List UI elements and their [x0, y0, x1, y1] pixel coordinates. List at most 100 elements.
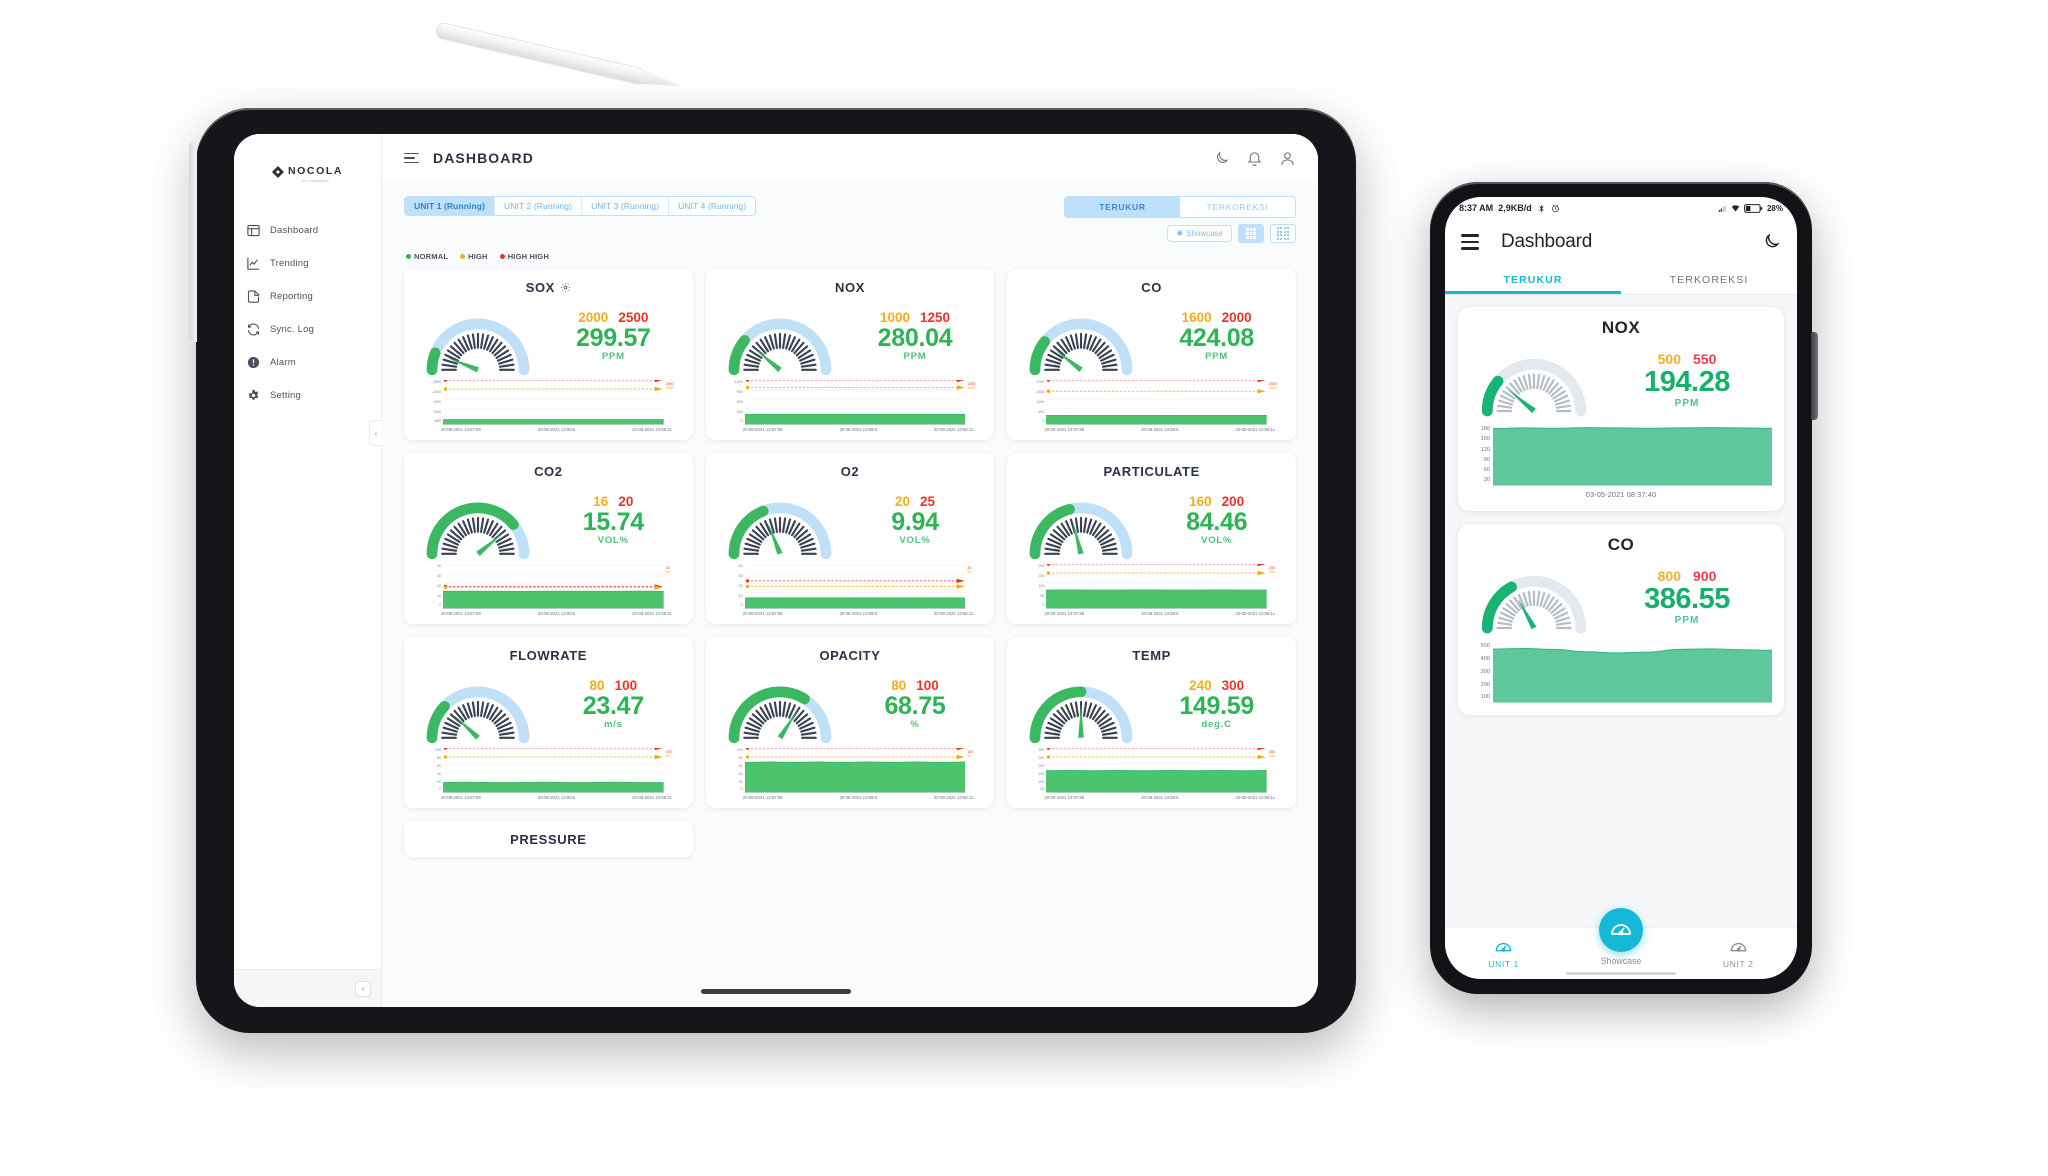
mini-ytick: 60	[738, 763, 743, 768]
phone-chart: 180 150 120 90 60 30	[1470, 426, 1772, 486]
sidebar-collapse-button[interactable]: ‹	[369, 420, 382, 446]
gauge-card-sox[interactable]: SOX 2000 2500 299.57 PPM 2500 2000 1500 100…	[404, 269, 693, 440]
sidebar: NOCOLA IOT INDONESIA Dashboard Trending	[234, 134, 382, 1007]
card-title: PRESSURE	[510, 832, 587, 847]
mini-ytick: 40	[738, 564, 743, 568]
threshold-values: 1600 2000	[1148, 310, 1285, 325]
threshold-values: 1000 1250	[847, 310, 984, 325]
menu-toggle-button[interactable]	[404, 152, 419, 164]
gauge-readout: 80 100 23.47 m/s	[545, 678, 682, 734]
gauge-card-particulate[interactable]: PARTICULATE 160 200 84.46 VOL% 200 150 100…	[1007, 453, 1296, 624]
phone-home-indicator	[1566, 972, 1676, 975]
mini-ytick: 2000	[1036, 380, 1045, 384]
unit-tab-3[interactable]: UNIT 3 (Running)	[582, 197, 670, 215]
mini-time-label: 20-08-2021 13:58:11	[933, 795, 974, 800]
phone-card-list[interactable]: NOX 500 550 194.28 PPM 180 150 120 90 60 30	[1445, 295, 1797, 927]
sidebar-item-dashboard[interactable]: Dashboard	[234, 214, 381, 247]
gauge-card-pressure[interactable]: PRESSURE	[404, 821, 693, 857]
mini-threshold-label: 16	[665, 570, 670, 575]
alarm-icon	[246, 355, 261, 370]
gauge-card-o2[interactable]: O2 20 25 9.94 VOL% 40 30 20 10 0	[705, 453, 995, 624]
phone-threshold-high: 500	[1657, 351, 1681, 368]
phone-menu-button[interactable]	[1461, 234, 1479, 250]
phone-ytick: 30	[1483, 477, 1490, 484]
mini-threshold-label: 2500	[665, 382, 674, 386]
sidebar-item-alarm[interactable]: Alarm	[234, 346, 381, 379]
sidebar-item-reporting[interactable]: Reporting	[234, 280, 381, 313]
mini-threshold-label: 240	[1268, 754, 1275, 759]
mini-chart: 1200 900 600 300 0 1250 1000 20-08-2021 13:57…	[717, 380, 984, 432]
mini-chart-yaxis: 2000 1500 1000 500 0	[1018, 380, 1044, 425]
gauge-card-nox[interactable]: NOX 1000 1250 280.04 PPM 1200 900 600 300 0	[705, 269, 995, 440]
status-legend: NORMAL HIGH HIGH HIGH	[404, 243, 1296, 261]
phone-gauge-card-co[interactable]: CO 800 900 386.55 PPM 500 400 300 200 100	[1458, 524, 1784, 715]
tab-terkoreksi[interactable]: TERKOREKSI	[1180, 197, 1295, 217]
tab-terukur[interactable]: TERUKUR	[1065, 197, 1180, 217]
threshold-high: 80	[589, 678, 605, 694]
phone-nav-unit-1[interactable]: UNIT 1	[1445, 938, 1562, 969]
unit-tab-4[interactable]: UNIT 4 (Running)	[669, 197, 756, 215]
phone-gauge-card-nox[interactable]: NOX 500 550 194.28 PPM 180 150 120 90 60 30	[1458, 307, 1784, 511]
phone-ytick: 60	[1483, 467, 1490, 474]
phone-gauge-unit: PPM	[1674, 614, 1700, 626]
mini-time-label: 20-08-2021 13:57:59	[1044, 795, 1085, 800]
mini-threshold-label: 1600	[1268, 386, 1277, 391]
mini-time-label: 20-08-2021 13:57:59	[441, 611, 481, 616]
card-header: TEMP	[1018, 646, 1285, 665]
phone-screen: 8:37 AM 2,9KB/d 28%	[1445, 197, 1797, 979]
threshold-values: 16 20	[545, 494, 682, 509]
phone-nav-unit-2[interactable]: UNIT 2	[1680, 938, 1797, 969]
mini-chart-right-labels: 20 16	[666, 564, 682, 609]
sidebar-footer-collapse-button[interactable]: ‹	[355, 980, 371, 997]
sidebar-item-sync-log[interactable]: Sync. Log	[234, 313, 381, 346]
logo-text: NOCOLA	[287, 165, 344, 177]
mini-chart-time-axis: 20-08-2021 13:57:59 20-08-2021 13:58:5 20-…	[1018, 425, 1285, 432]
threshold-high: 2000	[578, 310, 609, 326]
mini-ytick: 500	[1038, 409, 1045, 414]
unit-tab-2[interactable]: UNIT 2 (Running)	[495, 197, 583, 215]
showcase-fab-button[interactable]	[1598, 907, 1643, 952]
mini-chart-plot	[443, 564, 664, 609]
mini-chart: 300 250 200 150 100 50 300 240 20-08-2021 13:5…	[1018, 748, 1285, 800]
mini-chart: 100 80 60 40 20 0 100 80 20-08-2021 13:57:59 20…	[717, 748, 984, 800]
moon-icon[interactable]	[1213, 150, 1230, 167]
mini-chart-plot	[744, 564, 966, 609]
gauge-card-opacity[interactable]: OPACITY 80 100 68.75 % 100 80 60 40 20 0	[705, 637, 995, 808]
phone-nav-showcase[interactable]: Showcase	[1562, 907, 1679, 966]
sidebar-item-trending[interactable]: Trending	[234, 247, 381, 280]
phone-gauge-unit: PPM	[1674, 397, 1700, 409]
threshold-values: 240 300	[1148, 678, 1285, 693]
showcase-button[interactable]: ✺ Showcase	[1167, 225, 1232, 242]
gauge-card-temp[interactable]: TEMP 240 300 149.59 deg.C 300 250 200 150 10…	[1007, 637, 1296, 808]
alarm-clock-icon	[1551, 204, 1560, 213]
phone-moon-icon[interactable]	[1761, 232, 1781, 252]
gauge-card-flowrate[interactable]: FLOWRATE 80 100 23.47 m/s 100 80 60 40 20 0	[404, 637, 693, 808]
phone-tab-terkoreksi[interactable]: TERKOREKSI	[1669, 274, 1749, 286]
sidebar-item-setting[interactable]: Setting	[234, 379, 381, 412]
unit-tab-1[interactable]: UNIT 1 (Running)	[405, 197, 496, 215]
mode-controls: TERUKUR TERKOREKSI ✺ Showcase	[1064, 196, 1296, 243]
mini-time-label: 20-08-2021 13:58:5	[537, 427, 576, 432]
bell-icon[interactable]	[1246, 150, 1263, 167]
threshold-values: 20 25	[847, 494, 984, 509]
phone-page-title: Dashboard	[1501, 231, 1593, 252]
phone-tab-terukur[interactable]: TERUKUR	[1445, 265, 1621, 294]
grid-view-4-button[interactable]	[1270, 224, 1296, 243]
mini-threshold-label: 200	[1268, 566, 1275, 570]
gauge-unit: %	[910, 718, 920, 730]
gauge-card-co[interactable]: CO 1600 2000 424.08 PPM 2000 1500 1000 500 0	[1007, 269, 1296, 440]
mini-time-label: 20-08-2021 13:58:11	[933, 427, 974, 432]
avatar[interactable]	[1279, 150, 1296, 167]
mini-threshold-label: 2000	[1268, 382, 1277, 386]
stylus-body	[434, 21, 648, 86]
mini-chart-time-axis: 20-08-2021 13:57:59 20-08-2021 13:58:5 20-…	[717, 609, 984, 616]
cards-scroll-area[interactable]: SOX 2000 2500 299.57 PPM 2500 2000 1500 100…	[382, 261, 1318, 1007]
mini-time-label: 20-08-2021 13:57:59	[441, 427, 481, 432]
grid-view-3-button[interactable]	[1238, 224, 1264, 243]
gauge-value: 84.46	[1186, 508, 1248, 537]
card-body: 160 200 84.46 VOL%	[1018, 481, 1285, 561]
gauge-card-co2[interactable]: CO2 16 20 15.74 VOL% 40 30 20 10 0	[404, 453, 693, 624]
gear-icon[interactable]	[560, 282, 571, 293]
mini-ytick: 10	[738, 593, 743, 598]
setting-icon	[246, 388, 261, 403]
